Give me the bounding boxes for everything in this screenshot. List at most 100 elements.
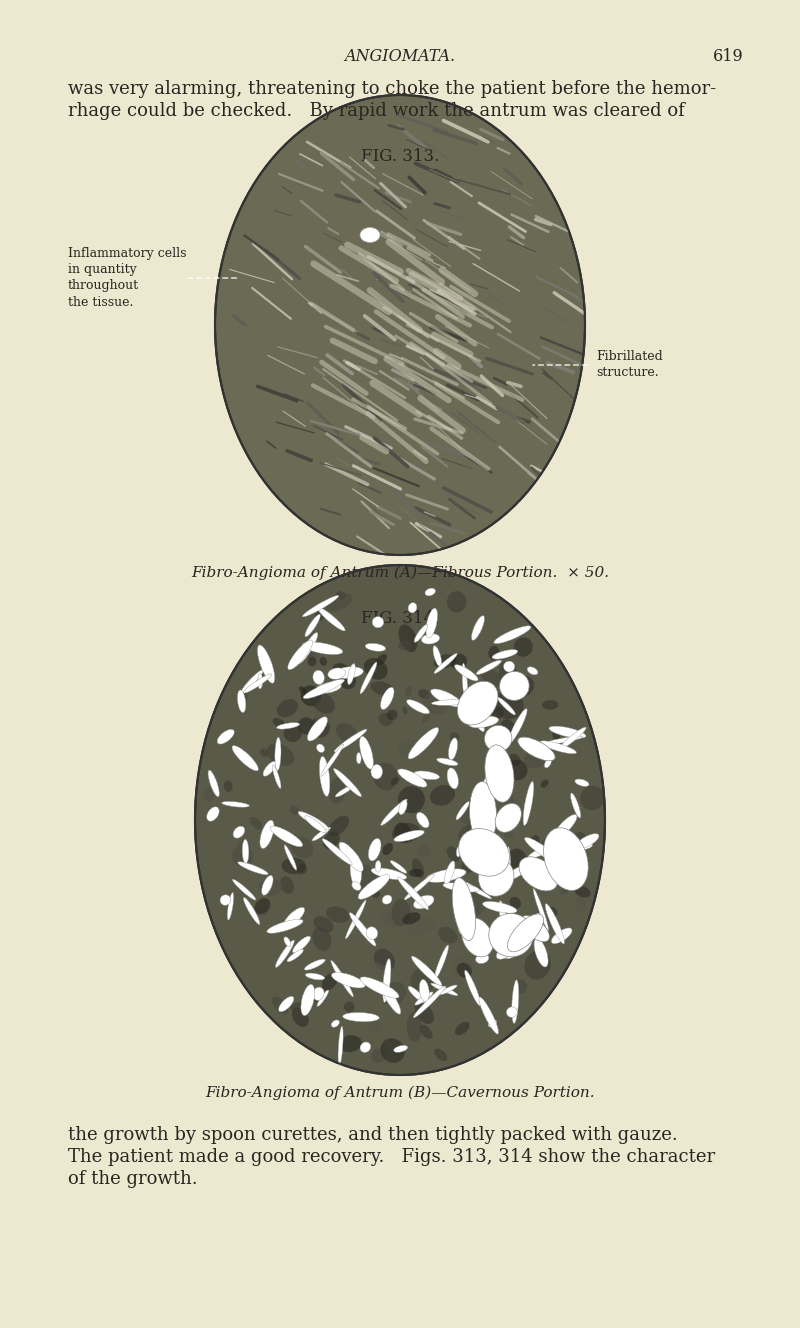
Ellipse shape	[494, 876, 505, 890]
Ellipse shape	[534, 906, 548, 916]
Ellipse shape	[243, 673, 272, 693]
Ellipse shape	[523, 781, 534, 826]
Ellipse shape	[426, 869, 466, 882]
Ellipse shape	[398, 769, 427, 788]
Ellipse shape	[521, 858, 545, 871]
Ellipse shape	[290, 1003, 311, 1016]
Ellipse shape	[360, 661, 377, 693]
Ellipse shape	[386, 709, 398, 720]
Ellipse shape	[503, 930, 520, 938]
Ellipse shape	[220, 895, 230, 906]
Ellipse shape	[315, 612, 324, 622]
Ellipse shape	[546, 903, 565, 944]
Ellipse shape	[350, 858, 362, 870]
Ellipse shape	[505, 948, 519, 959]
Ellipse shape	[418, 845, 430, 858]
Ellipse shape	[449, 738, 458, 760]
Ellipse shape	[408, 987, 426, 1003]
Ellipse shape	[398, 799, 407, 814]
Ellipse shape	[510, 896, 521, 908]
Ellipse shape	[263, 761, 276, 777]
Ellipse shape	[479, 997, 498, 1035]
Ellipse shape	[412, 858, 424, 878]
Ellipse shape	[365, 643, 386, 651]
Ellipse shape	[478, 858, 514, 896]
Ellipse shape	[466, 819, 488, 838]
Ellipse shape	[508, 849, 526, 870]
Ellipse shape	[437, 758, 458, 766]
Ellipse shape	[433, 645, 442, 667]
Ellipse shape	[540, 741, 577, 754]
Ellipse shape	[242, 839, 249, 863]
Ellipse shape	[381, 799, 407, 825]
Ellipse shape	[390, 861, 406, 874]
Ellipse shape	[495, 803, 522, 833]
Ellipse shape	[232, 745, 258, 770]
Ellipse shape	[527, 920, 538, 932]
Ellipse shape	[411, 956, 442, 985]
Ellipse shape	[488, 1020, 497, 1028]
Ellipse shape	[334, 729, 367, 752]
Ellipse shape	[560, 886, 570, 894]
Ellipse shape	[549, 726, 586, 738]
Ellipse shape	[434, 1049, 447, 1061]
Ellipse shape	[382, 843, 393, 855]
Ellipse shape	[446, 846, 460, 861]
Ellipse shape	[382, 981, 406, 1005]
Ellipse shape	[499, 664, 517, 684]
Ellipse shape	[316, 683, 342, 693]
Ellipse shape	[222, 802, 250, 807]
Ellipse shape	[466, 855, 483, 867]
Ellipse shape	[500, 720, 514, 734]
Ellipse shape	[352, 882, 361, 891]
Ellipse shape	[298, 811, 329, 830]
Ellipse shape	[334, 769, 362, 797]
Ellipse shape	[307, 652, 314, 661]
Ellipse shape	[290, 837, 314, 858]
Ellipse shape	[283, 907, 305, 928]
Ellipse shape	[347, 664, 355, 685]
Ellipse shape	[447, 847, 474, 872]
Text: rhage could be checked.   By rapid work the antrum was cleared of: rhage could be checked. By rapid work th…	[68, 102, 685, 120]
Ellipse shape	[372, 891, 380, 898]
Ellipse shape	[459, 801, 475, 825]
Text: Inflammatory cells
in quantity
throughout
the tissue.: Inflammatory cells in quantity throughou…	[68, 247, 186, 308]
Ellipse shape	[391, 899, 410, 926]
Ellipse shape	[468, 849, 480, 857]
Ellipse shape	[507, 914, 543, 952]
Ellipse shape	[525, 838, 561, 865]
Ellipse shape	[350, 854, 362, 887]
Ellipse shape	[241, 669, 263, 693]
Ellipse shape	[378, 713, 393, 726]
Ellipse shape	[527, 667, 538, 675]
Ellipse shape	[238, 693, 248, 701]
Ellipse shape	[420, 1025, 433, 1038]
Ellipse shape	[454, 665, 478, 681]
Ellipse shape	[398, 624, 418, 652]
Ellipse shape	[504, 831, 514, 838]
Ellipse shape	[481, 869, 492, 880]
Ellipse shape	[260, 749, 268, 757]
Ellipse shape	[275, 737, 281, 770]
Ellipse shape	[406, 789, 424, 811]
Ellipse shape	[525, 951, 550, 980]
Ellipse shape	[414, 1003, 434, 1024]
Ellipse shape	[313, 987, 324, 1000]
Ellipse shape	[430, 983, 458, 996]
Ellipse shape	[314, 916, 334, 932]
Ellipse shape	[419, 980, 430, 1001]
Text: was very alarming, threatening to choke the patient before the hemor-: was very alarming, threatening to choke …	[68, 80, 716, 98]
Ellipse shape	[580, 786, 605, 810]
Ellipse shape	[447, 768, 458, 789]
Ellipse shape	[443, 883, 479, 892]
Ellipse shape	[392, 823, 420, 843]
Ellipse shape	[406, 687, 412, 696]
Ellipse shape	[208, 770, 219, 797]
Ellipse shape	[455, 1021, 470, 1035]
Ellipse shape	[306, 973, 325, 980]
Ellipse shape	[278, 996, 294, 1012]
Ellipse shape	[462, 851, 479, 874]
Ellipse shape	[498, 661, 512, 673]
Ellipse shape	[284, 936, 291, 947]
Ellipse shape	[275, 940, 294, 967]
